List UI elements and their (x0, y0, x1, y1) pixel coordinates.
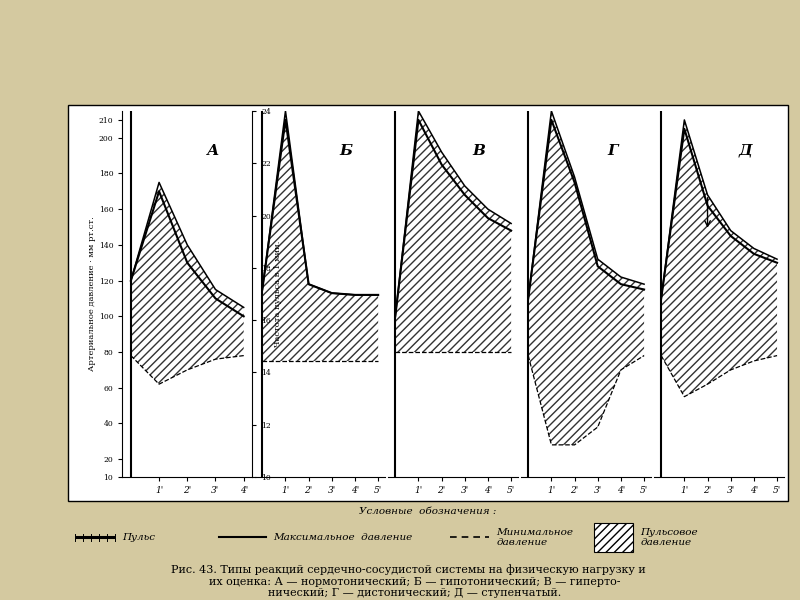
Text: Г: Г (607, 144, 618, 158)
Text: А: А (207, 144, 219, 158)
Text: Рис. 43. Типы реакций сердечно-сосудистой системы на физическую нагрузку и
    и: Рис. 43. Типы реакций сердечно-сосудисто… (170, 565, 646, 598)
Text: Пульсовое
давление: Пульсовое давление (640, 528, 698, 547)
Text: Пульс: Пульс (122, 533, 155, 542)
Text: Максимальное  давление: Максимальное давление (273, 533, 413, 542)
Text: Б: Б (340, 144, 353, 158)
Y-axis label: Частота пульса в 1 мин.: Частота пульса в 1 мин. (274, 241, 282, 347)
Y-axis label: Артериальное давление · мм рт.ст.: Артериальное давление · мм рт.ст. (88, 217, 96, 371)
FancyBboxPatch shape (594, 523, 634, 553)
Text: В: В (473, 144, 486, 158)
Text: Д: Д (738, 144, 752, 158)
Text: Минимальное
давление: Минимальное давление (496, 528, 574, 547)
Text: Условные  обозначения :: Условные обозначения : (359, 506, 497, 515)
